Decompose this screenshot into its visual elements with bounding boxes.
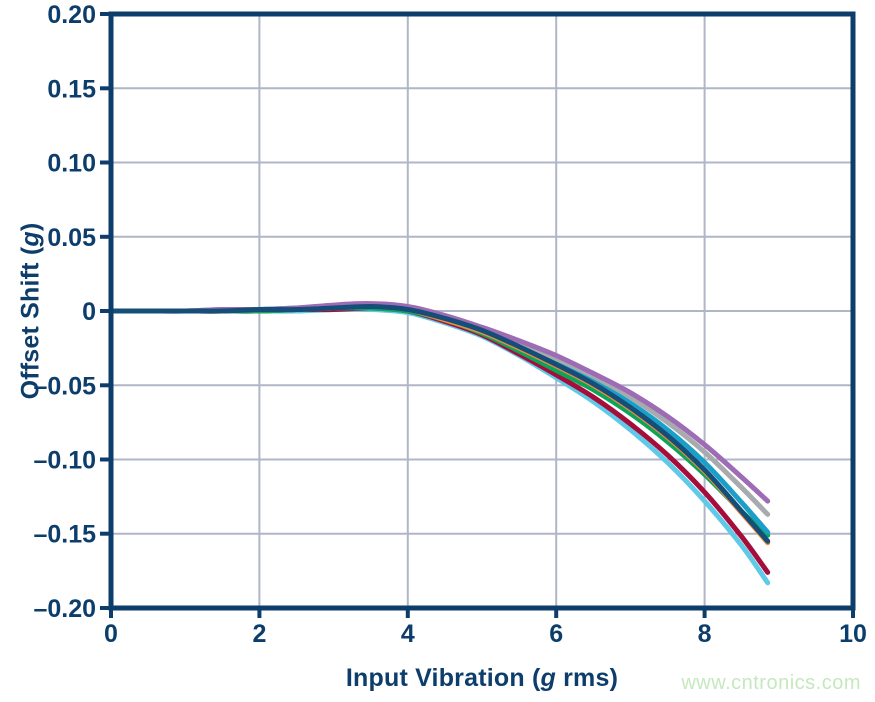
x-tick-label: 0 (104, 620, 118, 648)
series-curve-purple (108, 301, 771, 504)
y-tick-label: 0 (82, 298, 96, 326)
y-axis-title-close: ) (16, 222, 45, 232)
series-curve-navy (108, 303, 771, 544)
y-tick-label: 0.05 (47, 224, 96, 252)
plot-frame (108, 11, 856, 611)
x-axis-title-italic-g: g (540, 664, 556, 692)
x-axis-title-text: Input Vibration ( (345, 664, 541, 692)
y-axis-title-text: Offset Shift ( (16, 246, 45, 400)
y-axis-title-italic-g: g (16, 231, 45, 247)
y-tick-label: –0.10 (33, 447, 96, 475)
x-tick-label: 6 (549, 620, 563, 648)
watermark-text: www.cntronics.com (681, 672, 861, 694)
x-tick-label: 4 (401, 620, 415, 648)
x-axis-title: Input Vibration (g rms) (111, 664, 853, 693)
x-tick-label: 8 (698, 620, 712, 648)
x-axis-title-close: rms) (555, 664, 619, 692)
x-tick-label: 10 (839, 620, 867, 648)
y-tick-label: –0.05 (33, 372, 96, 400)
y-tick-label: –0.20 (33, 595, 96, 623)
series-curve-gray (108, 302, 771, 517)
y-tick-label: 0.20 (47, 1, 96, 29)
y-tick-label: –0.15 (33, 521, 96, 549)
y-axis-title: Offset Shift (g) (17, 223, 46, 400)
x-tick-label: 2 (252, 620, 266, 648)
y-tick-label: 0.15 (47, 75, 96, 103)
y-tick-label: 0.10 (47, 150, 96, 178)
